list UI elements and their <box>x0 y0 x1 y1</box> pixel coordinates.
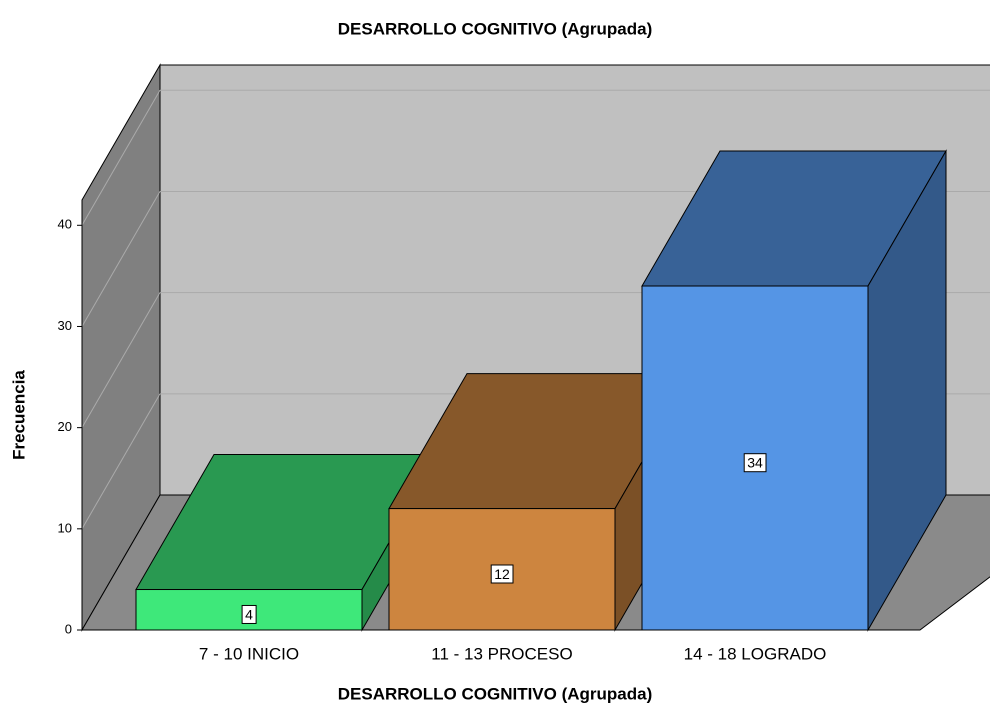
value-label: 4 <box>245 606 253 622</box>
grid-line <box>81 90 161 226</box>
y-tick-label: 30 <box>58 318 72 333</box>
value-label: 34 <box>747 455 763 471</box>
value-label-box <box>743 453 767 473</box>
x-tick-label: 14 - 18 LOGRADO <box>684 644 827 663</box>
y-axis-title: Frecuencia <box>9 370 28 460</box>
value-label-box <box>490 564 514 584</box>
chart-title: DESARROLLO COGNITIVO (Agrupada) <box>338 19 653 38</box>
x-tick-label: 7 - 10 INICIO <box>199 644 299 663</box>
grid-line <box>81 393 161 530</box>
x-axis-title: DESARROLLO COGNITIVO (Agrupada) <box>338 684 653 703</box>
value-label-box <box>241 604 257 624</box>
grid-line <box>81 292 161 428</box>
grid-line <box>81 191 161 327</box>
x-tick-label: 11 - 13 PROCESO <box>431 644 572 663</box>
y-tick-label: 10 <box>58 520 72 535</box>
y-tick-label: 20 <box>58 419 72 434</box>
y-tick-label: 40 <box>58 217 72 232</box>
value-label: 12 <box>494 566 510 582</box>
y-tick-label: 0 <box>65 621 72 636</box>
